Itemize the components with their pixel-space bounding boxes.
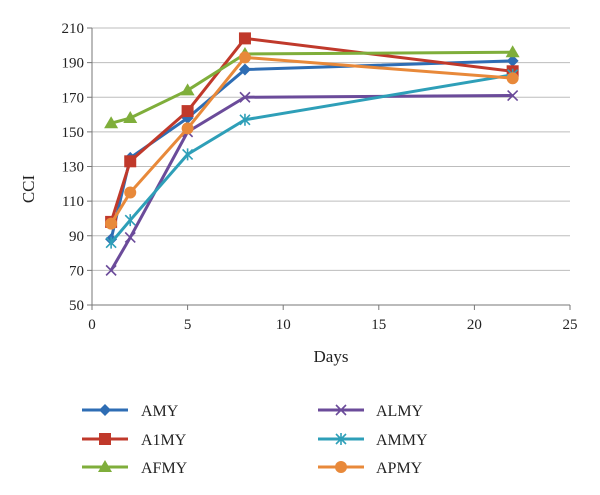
x-tick-label: 10 bbox=[276, 317, 291, 333]
y-tick-label: 70 bbox=[69, 263, 84, 279]
data-point bbox=[238, 32, 251, 45]
y-tick-label: 110 bbox=[62, 194, 84, 210]
legend-marker bbox=[99, 433, 111, 445]
data-point bbox=[239, 113, 251, 126]
legend-item-amy: AMY bbox=[82, 403, 179, 420]
data-point bbox=[507, 89, 519, 102]
y-tick-label: 130 bbox=[62, 160, 85, 176]
y-tick-labels: 50 70 90 110 130 150 170 190 210 bbox=[62, 21, 85, 314]
y-tick-label: 50 bbox=[69, 298, 84, 314]
data-point bbox=[238, 63, 251, 76]
series-line bbox=[109, 59, 513, 240]
legend-item-ammy: AMMY bbox=[318, 432, 428, 449]
legend-item-almy: ALMY bbox=[318, 403, 424, 420]
y-tick-label: 190 bbox=[62, 56, 85, 72]
y-tick-label: 210 bbox=[62, 21, 85, 37]
legend-label: AFMY bbox=[141, 460, 188, 477]
data-point bbox=[506, 54, 519, 67]
x-tick-labels: 0 5 10 15 20 25 bbox=[88, 305, 578, 333]
legend-label: AMMY bbox=[376, 432, 428, 449]
data-point bbox=[180, 83, 195, 96]
y-tick-label: 150 bbox=[62, 125, 85, 141]
x-tick-label: 0 bbox=[88, 317, 96, 333]
data-point bbox=[105, 264, 117, 276]
legend-marker bbox=[335, 404, 347, 416]
legend: AMY A1MY AFMY ALMY AMMY APMY bbox=[82, 403, 428, 477]
x-tick-label: 25 bbox=[563, 317, 578, 333]
legend-marker bbox=[335, 461, 347, 473]
data-point bbox=[123, 111, 138, 124]
data-point bbox=[105, 217, 118, 230]
data-point bbox=[124, 214, 136, 227]
x-tick-label: 15 bbox=[371, 317, 386, 333]
series-line bbox=[109, 94, 513, 272]
legend-item-a1my: A1MY bbox=[82, 432, 187, 449]
data-point bbox=[124, 186, 137, 199]
data-point bbox=[238, 51, 251, 64]
data-point bbox=[239, 91, 251, 103]
x-axis-title: Days bbox=[314, 347, 349, 366]
legend-marker bbox=[98, 460, 112, 472]
y-tick-label: 170 bbox=[62, 90, 85, 106]
data-point bbox=[181, 105, 194, 118]
series-line bbox=[109, 55, 513, 225]
legend-label: ALMY bbox=[376, 403, 424, 420]
x-tick-label: 20 bbox=[467, 317, 482, 333]
axes bbox=[91, 28, 570, 306]
data-point bbox=[124, 155, 137, 168]
series-afmy bbox=[104, 45, 520, 129]
series-ammy bbox=[105, 68, 519, 249]
legend-item-apmy: APMY bbox=[318, 460, 423, 477]
legend-label: A1MY bbox=[141, 432, 187, 449]
x-tick-label: 5 bbox=[184, 317, 192, 333]
data-point bbox=[182, 148, 194, 161]
data-point bbox=[105, 236, 117, 249]
legend-marker bbox=[335, 433, 347, 445]
series-lines bbox=[104, 32, 520, 276]
data-point bbox=[104, 116, 119, 129]
series-apmy bbox=[105, 51, 519, 230]
legend-label: AMY bbox=[141, 403, 179, 420]
series-almy bbox=[105, 89, 519, 276]
legend-label: APMY bbox=[376, 460, 423, 477]
data-point bbox=[181, 122, 194, 135]
data-point bbox=[124, 231, 136, 244]
legend-marker bbox=[99, 404, 111, 416]
y-tick-label: 90 bbox=[69, 229, 84, 245]
legend-item-afmy: AFMY bbox=[82, 460, 188, 477]
y-axis-title: CCI bbox=[19, 174, 38, 203]
data-point bbox=[506, 72, 519, 85]
data-point bbox=[505, 45, 520, 58]
